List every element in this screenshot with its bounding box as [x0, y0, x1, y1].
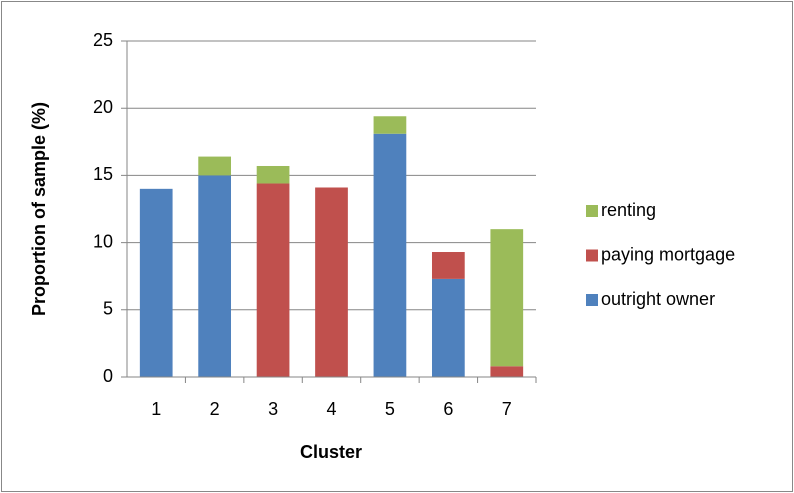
x-tick-label: 1	[151, 399, 161, 419]
bar-segment	[315, 187, 348, 377]
legend-swatch	[586, 294, 598, 306]
bar-segment	[198, 175, 232, 377]
x-tick-label: 7	[502, 399, 512, 419]
x-tick-label: 3	[268, 399, 278, 419]
bar-segment	[198, 156, 232, 176]
legend-label: renting	[601, 200, 656, 220]
bar-segment	[490, 229, 524, 367]
bar-segment	[490, 366, 524, 377]
y-tick-label: 15	[93, 164, 113, 184]
y-axis-title: Proportion of sample (%)	[29, 102, 49, 316]
legend-swatch	[586, 205, 598, 217]
y-tick-label: 10	[93, 231, 113, 251]
bar-segment	[256, 183, 290, 377]
x-tick-label: 4	[326, 399, 336, 419]
bar-segment	[256, 165, 290, 184]
x-tick-label: 5	[385, 399, 395, 419]
x-axis-title: Cluster	[300, 442, 362, 462]
legend-label: paying mortgage	[601, 244, 735, 264]
legend-label: outright owner	[601, 289, 715, 309]
bar-segment	[431, 278, 465, 377]
bar-segment	[139, 188, 173, 377]
x-tick-label: 6	[443, 399, 453, 419]
bar-segment	[373, 116, 407, 134]
y-tick-label: 20	[93, 97, 113, 117]
x-tick-label: 2	[210, 399, 220, 419]
y-tick-label: 25	[93, 30, 113, 50]
y-tick-label: 5	[103, 299, 113, 319]
y-tick-label: 0	[103, 366, 113, 386]
bar-segment	[431, 252, 465, 279]
legend-swatch	[586, 249, 598, 262]
bar-segment	[373, 133, 407, 377]
